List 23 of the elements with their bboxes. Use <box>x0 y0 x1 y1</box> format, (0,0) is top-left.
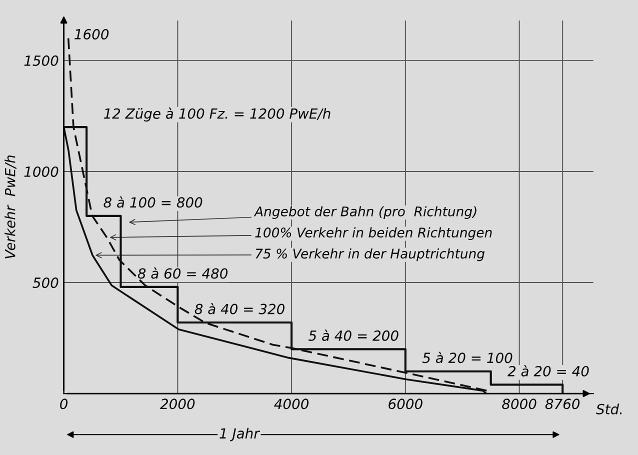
x-tick-label: 8000 <box>502 398 536 410</box>
annotation: 100% Verkehr in beiden Richtungen <box>255 227 492 240</box>
y-tick-label: 500 <box>32 278 58 288</box>
y-tick-label: 1500 <box>24 55 58 66</box>
annotation: 75 % Verkehr in der Hauptrichtung <box>256 248 485 262</box>
annotation: 5 à 40 = 200 <box>308 330 398 341</box>
x-tick-label: 8760 <box>545 398 580 410</box>
y-tick-label: 1000 <box>24 166 58 177</box>
annotation: 8 à 40 = 320 <box>194 302 284 314</box>
x-axis-title: Std. <box>596 404 622 414</box>
annotation: 2 à 20 = 40 <box>508 365 589 376</box>
annotation: 8 à 60 = 480 <box>138 267 228 279</box>
text: 1 Jahr <box>220 428 260 442</box>
y-axis-title: Verkehr PwE/h <box>4 156 16 258</box>
annotation: Angebot der Bahn (pro Richtung) <box>254 206 476 219</box>
annotation: 8 à 100 = 800 <box>104 196 202 208</box>
annotation: 12 Züge à 100 Fz. = 1200 PwE/h <box>104 108 330 122</box>
x-tick-label: 4000 <box>274 398 309 410</box>
x-tick-label: 6000 <box>388 398 422 410</box>
x-tick-label: 2000 <box>160 398 195 410</box>
annotation: 1600 <box>74 28 109 40</box>
annotation: 5 à 20 = 100 <box>422 352 512 364</box>
x-tick-label: 0 <box>60 398 68 410</box>
